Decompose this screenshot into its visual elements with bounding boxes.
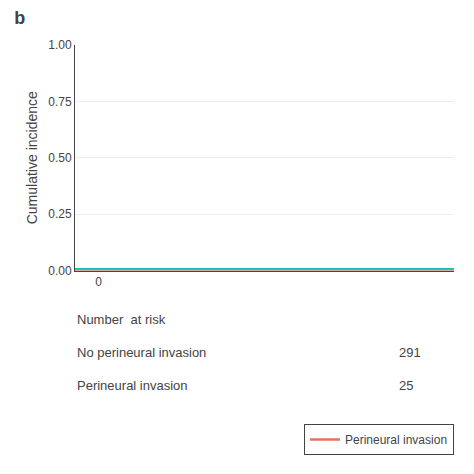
svg-text:291: 291 (399, 345, 421, 360)
svg-text:0.00: 0.00 (48, 264, 72, 278)
svg-text:Perineural invasion: Perineural invasion (345, 433, 447, 447)
svg-text:Perineural invasion: Perineural invasion (77, 378, 188, 393)
svg-text:0.25: 0.25 (48, 207, 72, 221)
svg-text:b: b (14, 8, 25, 28)
svg-text:0: 0 (95, 275, 102, 289)
svg-text:25: 25 (399, 378, 413, 393)
svg-text:0.75: 0.75 (48, 95, 72, 109)
svg-text:Number at risk: Number at risk (77, 312, 166, 327)
svg-text:Cumulative incidence: Cumulative incidence (24, 91, 40, 224)
svg-text:1.00: 1.00 (48, 38, 72, 52)
svg-text:0.50: 0.50 (48, 151, 72, 165)
svg-text:No perineural invasion: No perineural invasion (77, 345, 206, 360)
